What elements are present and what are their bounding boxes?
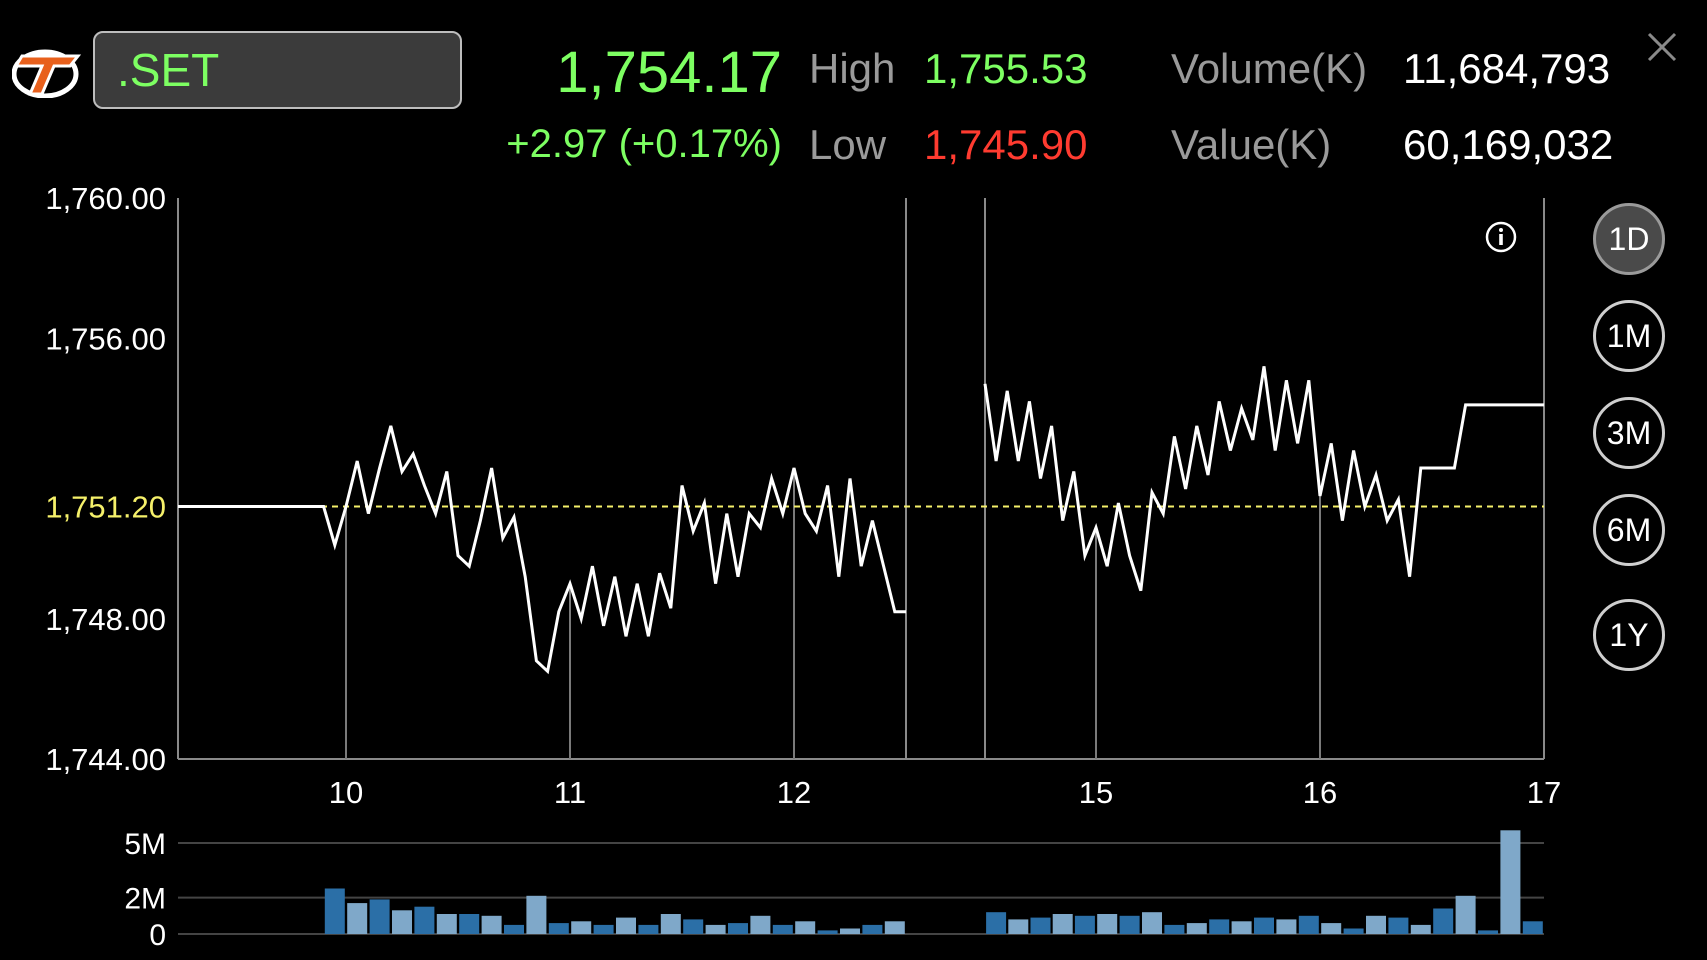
volume-bar [1500, 830, 1521, 934]
volume-bar [1343, 928, 1364, 934]
volume-bar [772, 924, 793, 934]
range-button-1d[interactable]: 1D [1593, 203, 1665, 275]
volume-bar [750, 915, 771, 934]
volume-bar [884, 921, 905, 934]
volume-bar [436, 914, 457, 934]
volume-bar [1455, 895, 1476, 934]
volume-bar [1030, 917, 1051, 934]
low-label: Low [809, 121, 887, 168]
volume-bar [548, 923, 569, 934]
reference-label: 1,751.20 [45, 490, 166, 525]
volume-tick-label: 2M [124, 883, 166, 916]
volume-bar [1522, 921, 1543, 934]
volume-bar [728, 923, 748, 934]
volume-bar [1119, 915, 1140, 934]
volume-bar [1388, 917, 1409, 934]
morning-session-line [178, 425, 906, 675]
volume-bar [392, 910, 412, 934]
volume-bar [369, 899, 390, 934]
range-button-1m[interactable]: 1M [1593, 300, 1665, 372]
volume-bar [1074, 915, 1095, 934]
volume-bar [1231, 921, 1252, 934]
x-tick-label: 12 [777, 775, 811, 810]
volume-bar [1008, 919, 1029, 934]
axis-labels: 1,760.00 1,756.00 1,748.00 1,744.00 1,751.20… [45, 181, 1561, 952]
volume-bar [705, 924, 726, 934]
volume-bar [1276, 919, 1297, 934]
volume-bar [795, 921, 816, 934]
volume-bar [324, 888, 345, 934]
high-value: 1,755.53 [924, 45, 1088, 92]
settrade-logo-icon [12, 49, 82, 98]
high-label: High [809, 45, 896, 92]
volume-bar [1097, 914, 1118, 934]
low-value: 1,745.90 [924, 121, 1088, 168]
volume-bars [324, 830, 1543, 934]
x-tick-label: 17 [1527, 775, 1561, 810]
volume-bar [986, 912, 1007, 934]
volume-bar [593, 924, 614, 934]
value-value: 60,169,032 [1403, 121, 1614, 168]
volume-bar [1052, 914, 1073, 934]
volume-tick-label: 0 [149, 919, 166, 952]
volume-bar [414, 906, 435, 934]
volume-bar [862, 924, 883, 934]
range-button-6m[interactable]: 6M [1593, 494, 1665, 566]
volume-bar [1298, 915, 1319, 934]
volume-bar [817, 930, 838, 934]
volume-bar [347, 903, 368, 934]
volume-value: 11,684,793 [1403, 45, 1611, 92]
volume-bar [1410, 924, 1431, 934]
volume-bar [1164, 924, 1185, 934]
volume-bar [1254, 917, 1274, 934]
volume-bar [571, 921, 592, 934]
volume-bar [638, 924, 659, 934]
price-line [178, 366, 1544, 675]
y-tick-label: 1,756.00 [45, 321, 166, 356]
last-price: 1,754.17 [556, 40, 782, 105]
volume-bar [504, 924, 524, 934]
volume-bar [683, 919, 704, 934]
volume-bar [1433, 908, 1454, 934]
info-icon[interactable] [1484, 220, 1518, 254]
volume-bar [1366, 915, 1386, 934]
price-change: +2.97 (+0.17%) [506, 122, 782, 166]
volume-bar [1186, 923, 1207, 934]
volume-bar [459, 914, 480, 934]
range-button-3m[interactable]: 3M [1593, 397, 1665, 469]
x-tick-label: 10 [329, 775, 363, 810]
volume-bar [1478, 930, 1498, 934]
y-tick-label: 1,744.00 [45, 742, 166, 777]
volume-bar [1209, 919, 1230, 934]
x-tick-label: 16 [1303, 775, 1337, 810]
volume-bar [526, 895, 547, 934]
x-tick-label: 11 [554, 775, 586, 810]
volume-tick-label: 5M [124, 828, 166, 861]
volume-bar [481, 915, 502, 934]
volume-bar [616, 917, 636, 934]
volume-bar [840, 928, 860, 934]
close-icon[interactable] [1645, 30, 1679, 64]
volume-bar [1142, 912, 1162, 934]
volume-bar [1321, 923, 1342, 934]
y-tick-label: 1,760.00 [45, 181, 166, 216]
value-label: Value(K) [1171, 121, 1332, 168]
afternoon-session-line [983, 366, 1544, 592]
x-tick-label: 15 [1079, 775, 1113, 810]
volume-bar [660, 914, 681, 934]
symbol-input[interactable]: .SET [93, 31, 462, 109]
range-button-1y[interactable]: 1Y [1593, 599, 1665, 671]
volume-label: Volume(K) [1171, 45, 1368, 92]
y-tick-label: 1,748.00 [45, 602, 166, 637]
